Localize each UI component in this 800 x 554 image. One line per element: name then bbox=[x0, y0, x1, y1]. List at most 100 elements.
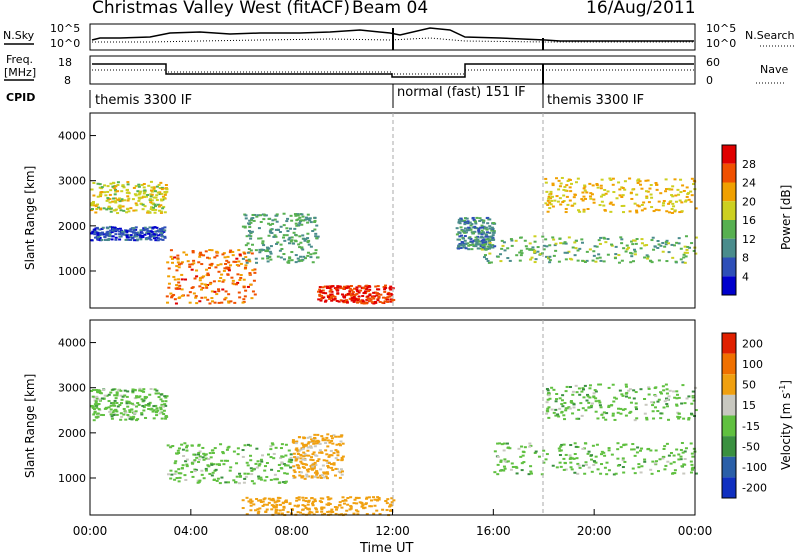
data-point bbox=[511, 465, 515, 468]
power-colorbar-label: Power [dB] bbox=[779, 185, 793, 250]
data-point bbox=[218, 482, 222, 485]
data-point bbox=[316, 442, 320, 445]
data-point bbox=[361, 504, 365, 507]
data-point bbox=[90, 389, 94, 392]
data-point bbox=[515, 466, 519, 469]
data-point bbox=[614, 253, 618, 256]
colorbar-swatch bbox=[722, 163, 736, 183]
data-point bbox=[386, 300, 390, 303]
data-point bbox=[682, 189, 686, 192]
data-point bbox=[259, 478, 263, 481]
data-point bbox=[103, 191, 107, 194]
data-point bbox=[170, 295, 174, 298]
data-point bbox=[333, 295, 337, 298]
data-point bbox=[120, 190, 124, 193]
data-point bbox=[93, 231, 97, 234]
data-point bbox=[173, 298, 177, 301]
data-point bbox=[559, 445, 563, 448]
data-point bbox=[202, 477, 206, 480]
data-point bbox=[257, 477, 261, 480]
data-point bbox=[663, 400, 667, 403]
data-point bbox=[246, 443, 250, 446]
data-point bbox=[357, 295, 361, 298]
data-point bbox=[565, 184, 569, 187]
data-point bbox=[386, 293, 390, 296]
data-point bbox=[313, 498, 317, 501]
data-point bbox=[243, 444, 247, 447]
data-point bbox=[349, 505, 353, 508]
data-point bbox=[360, 502, 364, 505]
data-point bbox=[313, 461, 317, 464]
data-point bbox=[135, 204, 139, 207]
data-point bbox=[274, 506, 278, 509]
data-point bbox=[275, 213, 279, 216]
data-point bbox=[212, 463, 216, 466]
data-point bbox=[349, 507, 353, 510]
data-point bbox=[501, 244, 505, 247]
data-point bbox=[293, 239, 297, 242]
data-point bbox=[302, 466, 306, 469]
data-point bbox=[180, 278, 184, 281]
nsearch-label: N.Search bbox=[745, 29, 795, 42]
data-point bbox=[299, 457, 303, 460]
data-point bbox=[217, 288, 221, 291]
data-point bbox=[227, 445, 231, 448]
data-point bbox=[126, 188, 130, 191]
data-point bbox=[553, 199, 557, 202]
data-point bbox=[107, 393, 111, 396]
data-point bbox=[307, 468, 311, 471]
data-point bbox=[110, 238, 114, 241]
data-point bbox=[292, 474, 296, 477]
data-point bbox=[210, 262, 214, 265]
data-point bbox=[305, 473, 309, 476]
data-point bbox=[519, 455, 523, 458]
data-point bbox=[568, 385, 572, 388]
data-point bbox=[280, 467, 284, 470]
data-point bbox=[154, 208, 158, 211]
data-point bbox=[265, 250, 269, 253]
data-point bbox=[164, 396, 168, 399]
data-point bbox=[389, 503, 393, 506]
data-point bbox=[294, 214, 298, 217]
data-point bbox=[383, 288, 387, 291]
data-point bbox=[343, 299, 347, 302]
data-point bbox=[562, 194, 566, 197]
data-point bbox=[190, 471, 194, 474]
data-point bbox=[331, 294, 335, 297]
data-point bbox=[458, 235, 462, 238]
data-point bbox=[245, 513, 249, 516]
data-point bbox=[176, 258, 180, 261]
data-point bbox=[301, 258, 305, 261]
data-point bbox=[583, 197, 587, 200]
data-point bbox=[482, 219, 486, 222]
data-point bbox=[565, 251, 569, 254]
velocity-ylabel: Slant Range [km] bbox=[23, 374, 37, 478]
data-point bbox=[652, 210, 656, 213]
data-point bbox=[466, 242, 470, 245]
data-point bbox=[643, 460, 647, 463]
data-point bbox=[246, 464, 250, 467]
colorbar-swatch bbox=[722, 145, 736, 164]
data-point bbox=[657, 209, 661, 212]
data-point bbox=[271, 219, 275, 222]
data-point bbox=[298, 471, 302, 474]
data-point bbox=[200, 282, 204, 285]
data-point bbox=[113, 388, 117, 391]
data-point bbox=[341, 300, 345, 303]
data-point bbox=[154, 239, 158, 242]
data-point bbox=[128, 417, 132, 420]
data-point bbox=[321, 464, 325, 467]
colorbar-swatch bbox=[722, 394, 736, 416]
data-point bbox=[289, 456, 293, 459]
data-point bbox=[592, 463, 596, 466]
data-point bbox=[694, 386, 698, 389]
data-point bbox=[248, 272, 252, 275]
data-point bbox=[289, 461, 293, 464]
data-point bbox=[153, 233, 157, 236]
data-point bbox=[100, 190, 104, 193]
data-point bbox=[109, 231, 113, 234]
data-point bbox=[387, 291, 391, 294]
data-point bbox=[148, 393, 152, 396]
data-point bbox=[257, 227, 261, 230]
data-point bbox=[336, 454, 340, 457]
